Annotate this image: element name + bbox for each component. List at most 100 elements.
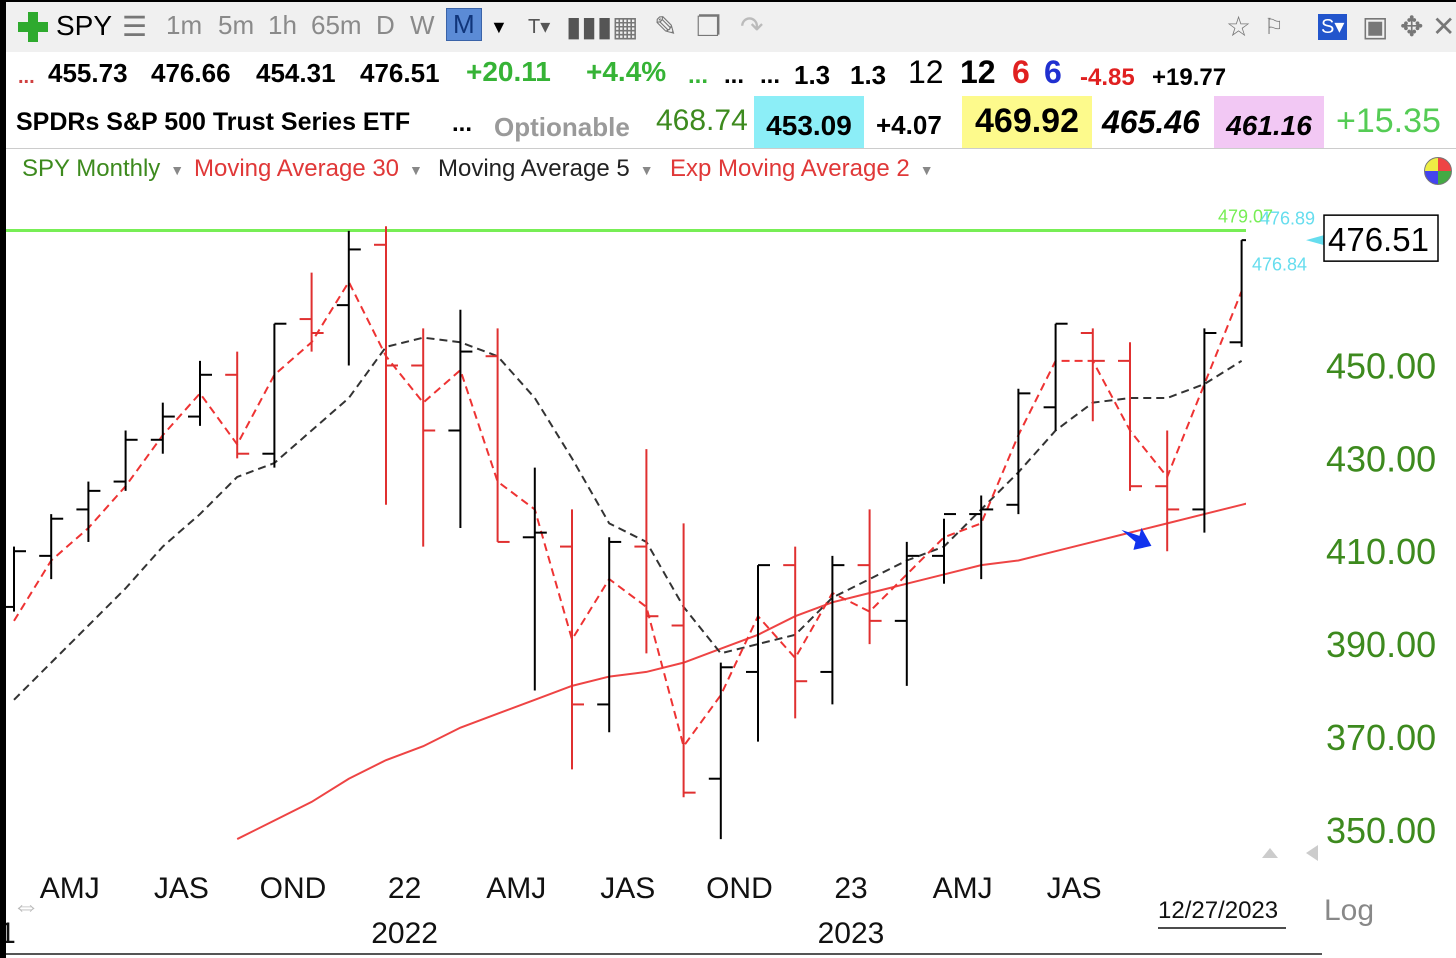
last-price-box [1323,214,1439,262]
quote-change-pct: +4.4% [586,56,667,87]
y-tick-label: 350.00 [1326,810,1436,851]
x-year-label: 2023 [818,917,885,950]
interval-65m[interactable]: 65m [311,10,362,40]
quote-n2: 12 [960,54,996,90]
signal-arrow-icon [1121,527,1152,550]
close-icon[interactable]: ✕ [1432,11,1456,42]
legend-ma5[interactable]: Moving Average 5 ▼ [438,155,654,183]
ma5-line [13,336,1243,701]
legend-ema2[interactable]: Exp Moving Average 2 ▼ [670,155,934,183]
add-symbol-icon[interactable] [18,12,48,42]
chevron-down-icon: ▼ [639,161,654,178]
last-price-marker-icon [1306,235,1324,246]
y-tick-label: 410.00 [1326,531,1436,572]
quote-dots-1: ... [688,62,709,89]
y-tick-label: 450.00 [1326,346,1436,387]
move-icon[interactable]: ✥ [1400,11,1424,42]
x-tick-label: JAS [600,872,655,905]
quote-p3: +4.07 [876,110,942,140]
ema2-line [13,279,1243,749]
x-tick-label: AMJ [486,872,546,905]
legend-ma5-label: Moving Average 5 [438,155,630,182]
chevron-down-icon: ▼ [919,161,934,178]
quote-chg-black: +19.77 [1152,64,1227,91]
interval-monthly[interactable]: M [446,8,482,41]
chevron-down-icon: ▼ [409,161,423,178]
interval-weekly[interactable]: W [410,10,435,40]
chevron-down-icon: ▼ [170,161,185,178]
interval-1m[interactable]: 1m [166,10,203,40]
copy-icon[interactable]: ❐ [696,11,722,42]
quote-v1: 1.3 [794,60,831,90]
price-chart[interactable]: 350.00 370.00 390.00 410.00 430.00 450.00 479.… [6,193,1456,958]
quote-chg-red: -4.85 [1080,64,1135,91]
x-year-label: 2022 [371,917,438,950]
legend-spy-monthly-label: SPY Monthly [22,155,161,182]
cyan-label-2: 476.84 [1252,255,1307,275]
quote-ellipsis: ... [18,66,35,88]
quote-open: 455.73 [48,58,128,88]
legend-spy-monthly[interactable]: SPY Monthly ▼ [22,155,184,183]
legend-ma30[interactable]: Moving Average 30 ▼ [194,155,423,183]
quote-row-2: SPDRs S&P 500 Trust Series ETF ... Optio… [6,96,1456,149]
quote-low: 454.31 [256,58,336,88]
date-label: 12/27/2023 [1158,897,1278,924]
s-button-icon[interactable]: S▾ [1318,14,1348,40]
star-icon[interactable]: ☆ [1226,11,1252,42]
quote-p6: 461.16 [1214,96,1324,148]
quote-p5: 465.46 [1102,104,1200,140]
optionable-label: Optionable [494,112,630,142]
cyan-label-1: 476.89 [1260,209,1315,229]
symbol-field[interactable]: SPY [56,10,113,41]
rt-flag-icon[interactable]: ⚐ [1264,14,1284,39]
security-name: SPDRs S&P 500 Trust Series ETF [16,108,411,136]
glb-label: 479.07 [1218,207,1273,227]
chevron-down-icon[interactable]: ▼ [490,17,508,37]
redo-icon[interactable]: ↷ [740,11,764,42]
x-tick-label: JAS [154,872,209,905]
text-tool-icon[interactable]: T▾ [528,16,551,38]
quote-p2: 453.09 [754,96,864,148]
pan-icon: ⇔ [12,890,40,921]
study-legend: SPY Monthly ▼ Moving Average 30 ▼ Moving A… [6,149,1456,193]
y-tick-label: 370.00 [1326,717,1436,758]
x-tick-label: OND [260,872,327,905]
x-tick-label: AMJ [40,872,100,905]
interval-daily[interactable]: D [376,10,395,40]
quote-n1: 12 [908,54,944,90]
interval-1h[interactable]: 1h [268,10,297,40]
x-tick-label: OND [706,872,773,905]
last-price-label: 476.51 [1328,221,1429,258]
quote-p7: +15.35 [1336,102,1441,140]
quote-dots-3: ... [760,62,781,89]
quote-last: 476.51 [360,58,440,88]
quote-n3: 6 [1012,54,1030,90]
quote-dots-2: ... [724,62,745,89]
quote-p1: 468.74 [656,104,748,137]
x-year-label: 21 [6,917,16,950]
x-tick-label: 23 [834,872,867,905]
palette-icon[interactable] [1424,157,1452,185]
name-ellipsis: ... [452,110,473,137]
toolbar: SPY ☰ 1m 5m 1h 65m D W M ▼ T▾ ▮▮▮ ▦ ✎ ❐ … [6,2,1456,52]
bar-chart-icon[interactable]: ▮▮▮ [566,11,613,42]
log-toggle: Log [1324,894,1374,927]
scroll-left-icon [1306,845,1318,861]
quote-row-1: ... 455.73 476.66 454.31 476.51 +20.11 +… [6,52,1456,100]
x-tick-label: JAS [1047,872,1102,905]
legend-ema2-label: Exp Moving Average 2 [670,155,910,182]
x-tick-label: AMJ [933,872,993,905]
plot-area [6,226,1246,840]
quote-high: 476.66 [151,58,231,88]
x-tick-label: 22 [388,872,421,905]
grid-add-icon[interactable]: ▦ [612,11,639,42]
interval-5m[interactable]: 5m [218,10,255,40]
list-icon[interactable]: ☰ [122,11,148,42]
y-tick-label: 390.00 [1326,624,1436,665]
pencil-icon[interactable]: ✎ [654,11,678,42]
quote-n4: 6 [1044,54,1062,90]
save-icon[interactable]: ▣ [1362,11,1389,42]
quote-change: +20.11 [466,56,551,87]
quote-v2: 1.3 [850,60,887,90]
